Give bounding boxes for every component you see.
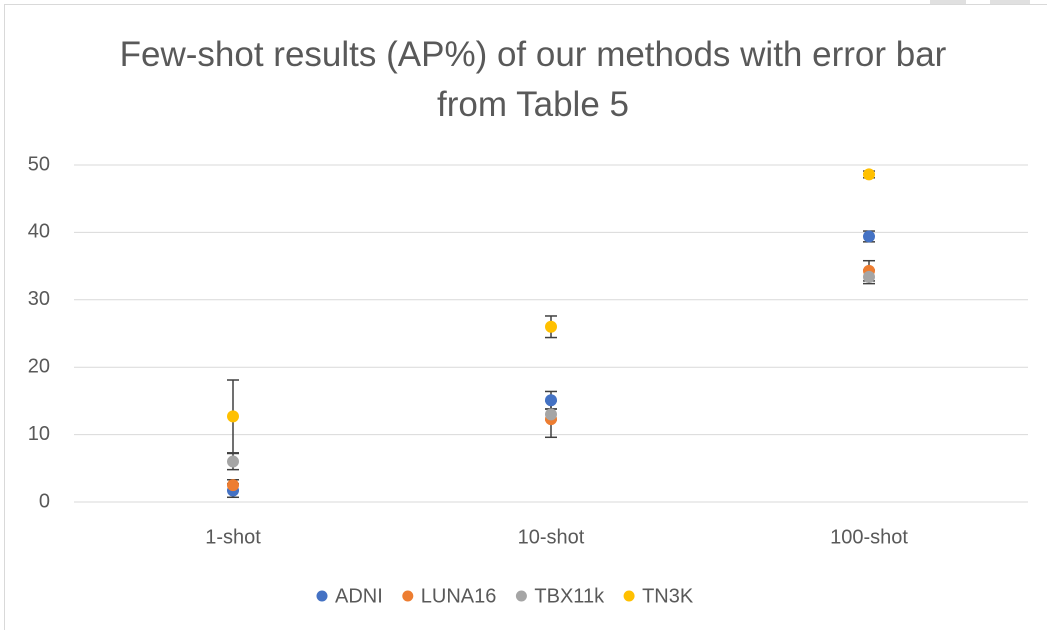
legend-marker	[402, 590, 414, 602]
point	[545, 408, 557, 421]
legend-label: TN3K	[642, 585, 694, 607]
x-tick-label: 1-shot	[205, 526, 261, 548]
chart-frame	[4, 4, 1047, 630]
ui-button[interactable]	[930, 0, 966, 4]
x-tick-label: 10-shot	[518, 526, 585, 548]
legend-label: ADNI	[335, 585, 383, 607]
y-tick-label: 40	[28, 221, 50, 243]
point	[227, 455, 239, 468]
point	[545, 394, 557, 407]
legend-label: LUNA16	[421, 585, 497, 607]
point	[863, 270, 875, 283]
y-tick-label: 0	[39, 490, 50, 512]
point	[545, 320, 557, 333]
y-tick-label: 30	[28, 288, 50, 310]
point	[227, 479, 239, 492]
y-tick-label: 20	[28, 355, 50, 377]
legend-marker	[623, 590, 635, 602]
legend-marker	[316, 590, 328, 602]
ui-button[interactable]	[990, 0, 1030, 4]
point	[227, 410, 239, 423]
point	[863, 230, 875, 243]
y-tick-label: 50	[28, 153, 50, 175]
x-tick-label: 100-shot	[830, 526, 908, 548]
chart-title: Few-shot results (AP%) of our methods wi…	[119, 35, 947, 124]
legend-label: TBX11k	[534, 585, 605, 607]
y-tick-label: 10	[28, 423, 50, 445]
point	[863, 168, 875, 181]
legend-marker	[515, 590, 527, 602]
